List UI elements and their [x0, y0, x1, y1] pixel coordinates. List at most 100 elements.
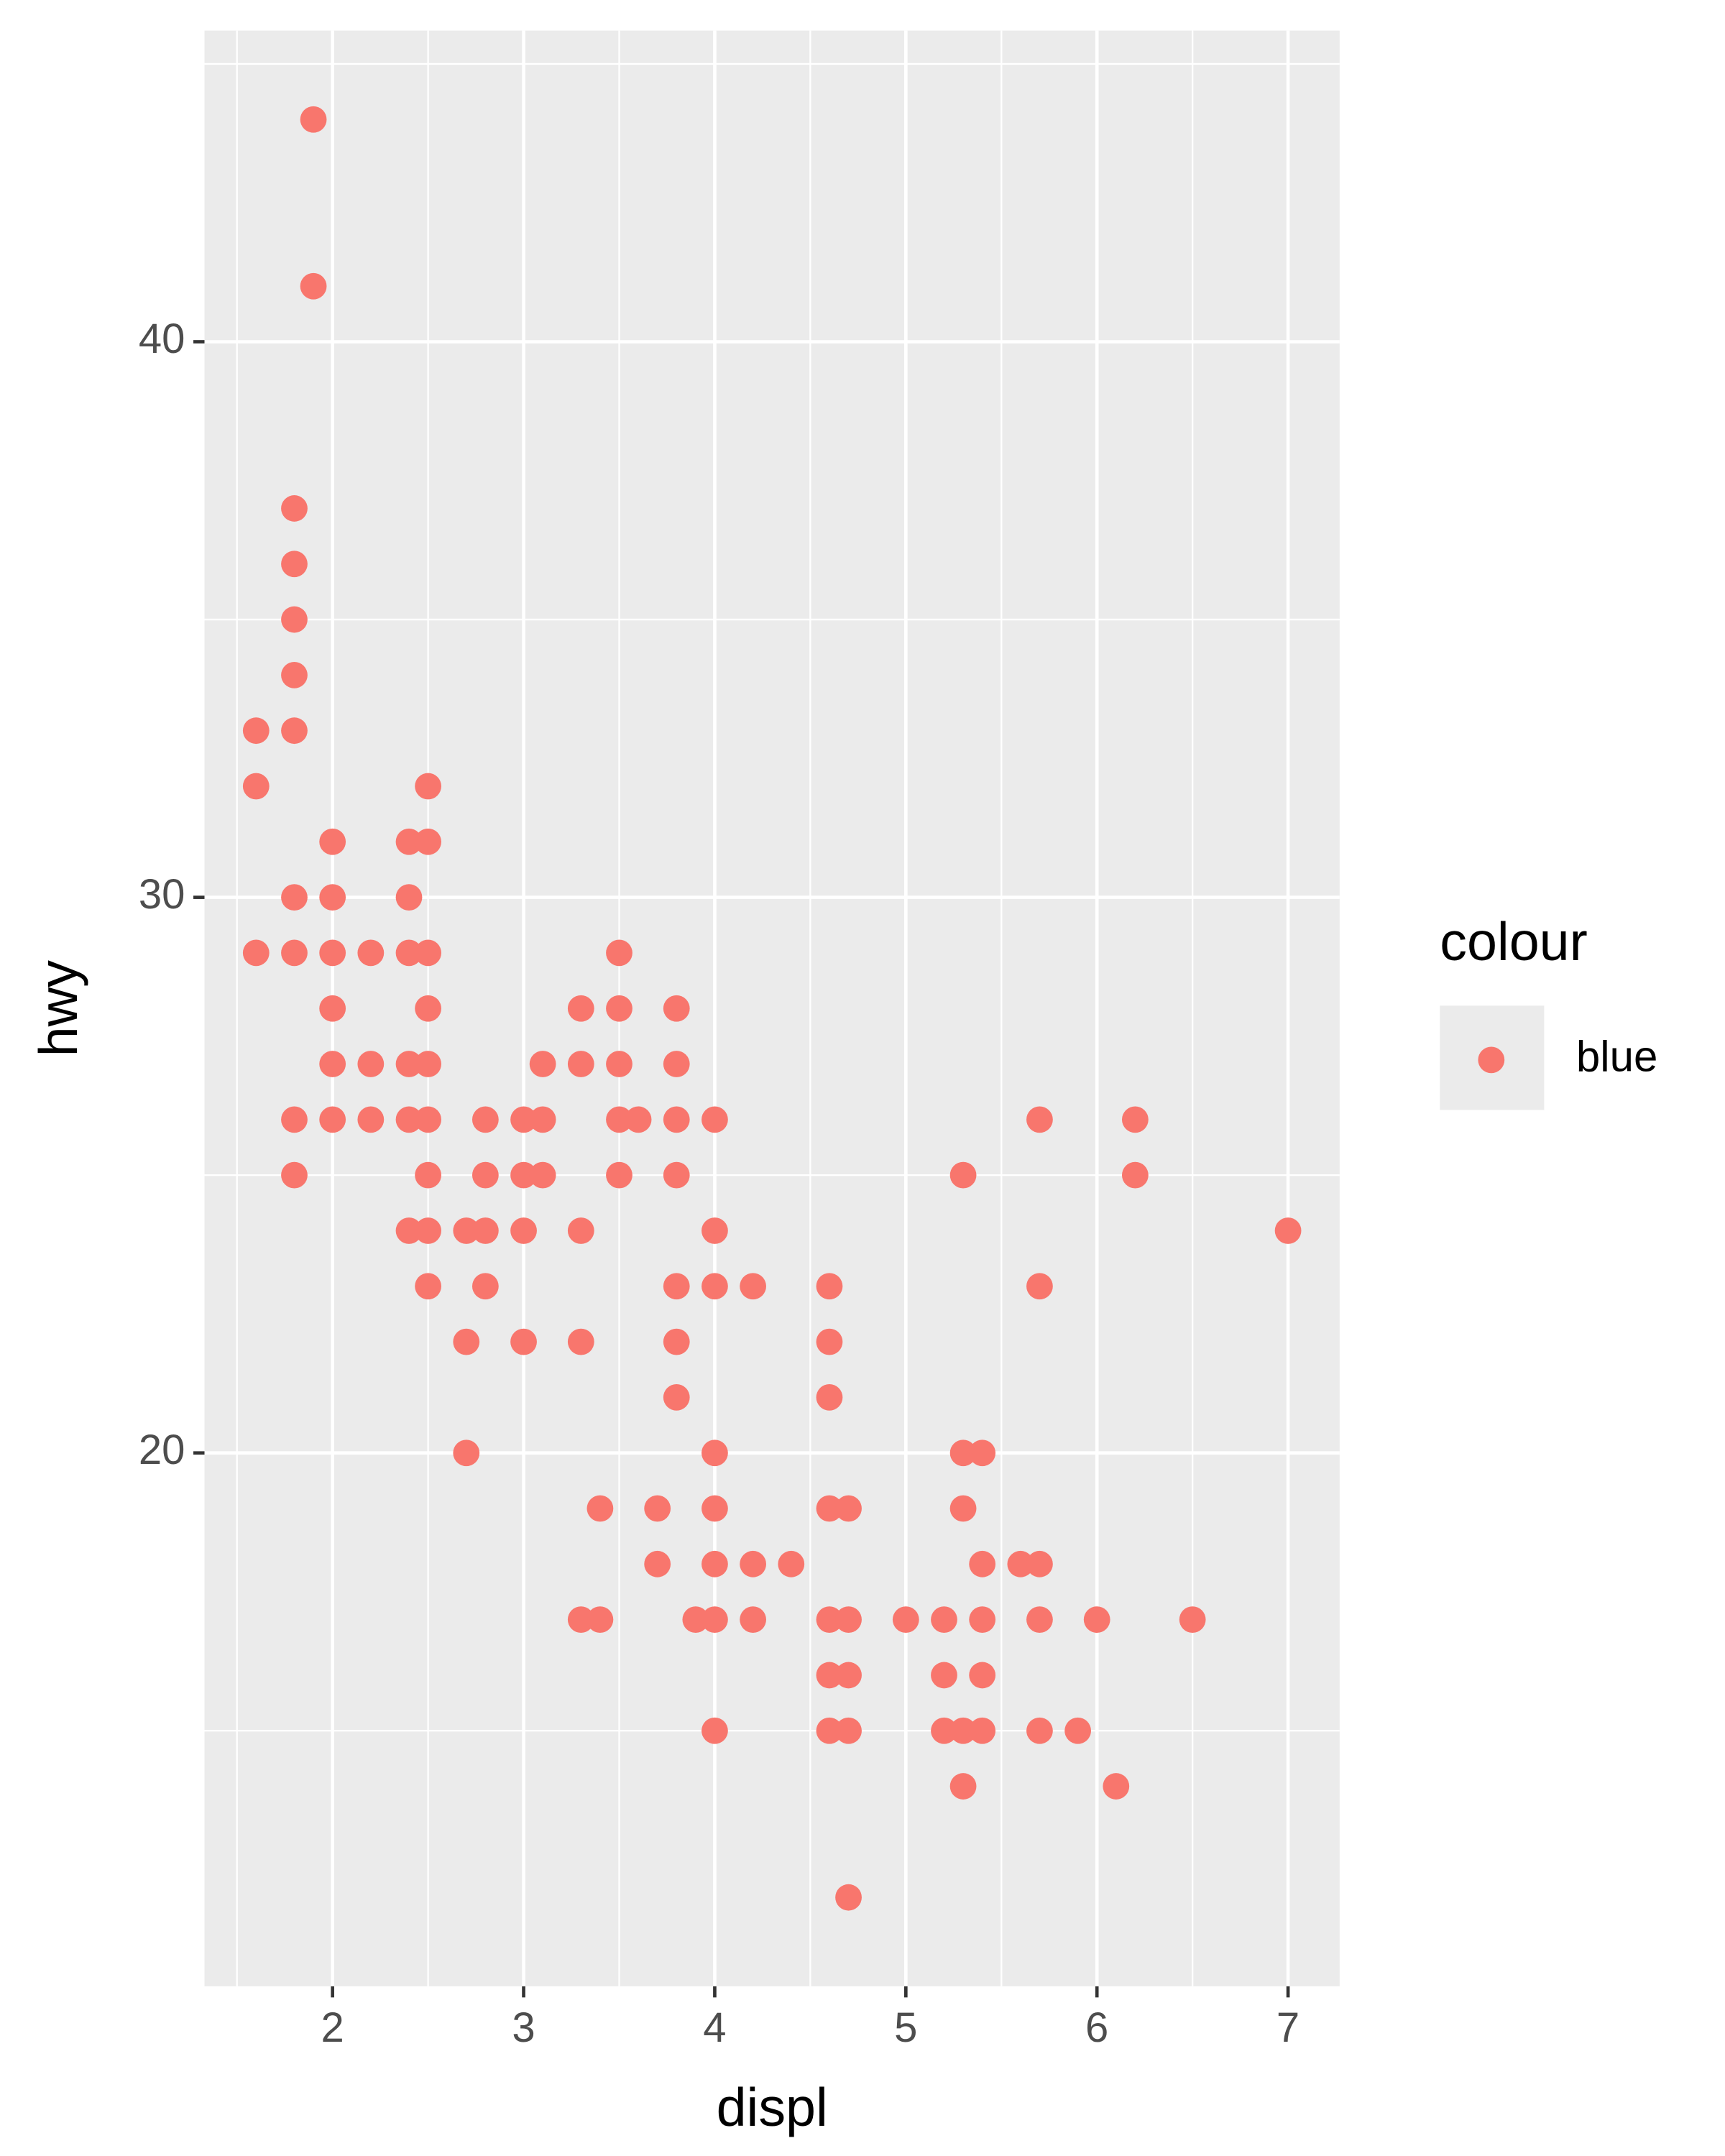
- point: [319, 828, 346, 855]
- point: [702, 1717, 728, 1744]
- point: [567, 995, 594, 1022]
- point: [969, 1606, 996, 1634]
- point: [395, 884, 423, 911]
- point: [472, 1273, 499, 1300]
- point: [567, 1328, 594, 1355]
- x-tick-label: 4: [703, 2004, 726, 2051]
- point: [702, 1550, 728, 1577]
- point: [281, 939, 308, 967]
- point: [682, 1606, 709, 1634]
- y-tick-label: 20: [139, 1427, 185, 1473]
- legend-marker: [1478, 1046, 1505, 1074]
- point: [1121, 1161, 1149, 1189]
- point: [319, 939, 346, 967]
- point: [606, 1106, 632, 1133]
- x-tick-label: 6: [1085, 2004, 1108, 2051]
- point: [663, 1161, 690, 1189]
- legend-label: blue: [1576, 1033, 1657, 1081]
- point: [606, 1051, 632, 1077]
- point: [702, 1217, 728, 1244]
- point: [510, 1328, 537, 1355]
- point: [281, 717, 308, 745]
- point: [702, 1439, 728, 1467]
- x-tick-label: 2: [321, 2004, 344, 2051]
- point: [395, 1217, 423, 1244]
- point: [567, 1217, 594, 1244]
- point: [1026, 1106, 1053, 1133]
- point: [300, 272, 327, 300]
- point: [969, 1662, 996, 1689]
- point: [281, 606, 308, 633]
- point: [395, 939, 423, 967]
- x-axis-title: displ: [717, 2077, 828, 2137]
- point: [453, 1217, 480, 1244]
- point: [529, 1106, 556, 1133]
- point: [740, 1606, 766, 1634]
- point: [510, 1106, 537, 1133]
- point: [319, 995, 346, 1022]
- point: [281, 495, 308, 522]
- point: [567, 1051, 594, 1077]
- point: [357, 1051, 385, 1077]
- point: [663, 1106, 690, 1133]
- point: [1103, 1773, 1130, 1800]
- point: [835, 1884, 862, 1911]
- point: [835, 1662, 862, 1689]
- point: [740, 1273, 766, 1300]
- point: [242, 939, 270, 967]
- point: [969, 1439, 996, 1467]
- point: [1026, 1717, 1053, 1744]
- x-tick-label: 3: [512, 2004, 535, 2051]
- point: [281, 1161, 308, 1189]
- y-tick-label: 30: [139, 871, 185, 918]
- point: [281, 550, 308, 578]
- point: [395, 1051, 423, 1077]
- point: [300, 106, 327, 133]
- point: [510, 1161, 537, 1189]
- point: [740, 1550, 766, 1577]
- y-tick-label: 40: [139, 315, 185, 362]
- point: [644, 1495, 671, 1522]
- point: [1083, 1606, 1110, 1634]
- point: [835, 1495, 862, 1522]
- point: [1179, 1606, 1206, 1634]
- point: [472, 1106, 499, 1133]
- point: [949, 1439, 977, 1467]
- point: [415, 773, 441, 800]
- point: [281, 884, 308, 911]
- point: [663, 1384, 690, 1411]
- point: [663, 1273, 690, 1300]
- point: [510, 1217, 537, 1244]
- point: [1026, 1550, 1053, 1577]
- point: [415, 1217, 441, 1244]
- point: [395, 828, 423, 855]
- point: [663, 1328, 690, 1355]
- point: [586, 1606, 614, 1634]
- point: [1026, 1273, 1053, 1300]
- point: [357, 1106, 385, 1133]
- point: [644, 1550, 671, 1577]
- point: [702, 1273, 728, 1300]
- point: [969, 1550, 996, 1577]
- point: [357, 939, 385, 967]
- point: [453, 1328, 480, 1355]
- point: [415, 828, 441, 855]
- point: [816, 1384, 843, 1411]
- point: [816, 1717, 843, 1744]
- point: [472, 1161, 499, 1189]
- point: [415, 1273, 441, 1300]
- point: [415, 995, 441, 1022]
- x-tick-label: 7: [1276, 2004, 1300, 2051]
- point: [242, 717, 270, 745]
- point: [606, 995, 632, 1022]
- point: [395, 1106, 423, 1133]
- point: [816, 1273, 843, 1300]
- point: [472, 1217, 499, 1244]
- point: [281, 1106, 308, 1133]
- point: [606, 1161, 632, 1189]
- point: [816, 1328, 843, 1355]
- point: [415, 1106, 441, 1133]
- point: [415, 1161, 441, 1189]
- point: [702, 1606, 728, 1634]
